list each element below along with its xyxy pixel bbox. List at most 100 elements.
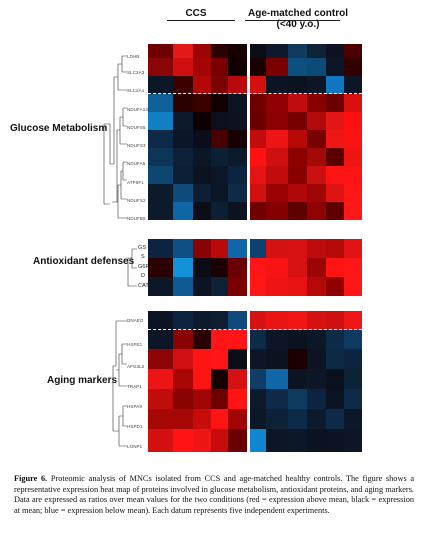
gene-label: GS [138, 245, 147, 251]
heatmap-cell [148, 389, 173, 409]
heatmap-cell [211, 202, 228, 220]
heatmap-cell [266, 202, 288, 220]
heatmap-cell [344, 76, 362, 94]
section-label-glucose: Glucose Metabolism [10, 123, 108, 134]
heatmap-cell [228, 148, 247, 166]
heatmap-cell [250, 130, 266, 148]
gene-label: NDUFS2 [127, 198, 146, 203]
heatmap-cell [250, 76, 266, 94]
heatmap-cell [228, 184, 247, 202]
heatmap-cell [193, 44, 211, 58]
heatmap-cell [288, 184, 307, 202]
heatmap-cell [266, 258, 288, 277]
heatmap-cell [250, 369, 266, 389]
heatmap-cell [266, 58, 288, 76]
heatmap-cell [173, 409, 193, 429]
heatmap-cell [326, 58, 344, 76]
heatmap-cell [307, 76, 326, 94]
heatmap-cell [326, 409, 344, 429]
heatmap-cell [228, 130, 247, 148]
heatmap-cell [266, 112, 288, 130]
heatmap-cell [344, 369, 362, 389]
header-underline-ccs [167, 20, 235, 21]
heatmap-cell [148, 349, 173, 369]
heatmap-cell [211, 258, 228, 277]
heatmap-cell [266, 76, 288, 94]
heatmap-cell [266, 148, 288, 166]
heatmap-cell [288, 148, 307, 166]
heatmap-cell [266, 409, 288, 429]
gene-label: AFG3L2 [127, 364, 145, 369]
heatmap-cell [266, 130, 288, 148]
heatmap-cell [228, 311, 247, 330]
heatmap-cell [211, 76, 228, 94]
heatmap-cell [288, 76, 307, 94]
gene-label: NDUFB6 [127, 216, 146, 221]
figure-caption: Figure 6. Proteomic analysis of MNCs iso… [14, 474, 414, 516]
dendrogram-glucose [103, 55, 127, 219]
heatmap-cell [326, 184, 344, 202]
heatmap-cell [211, 239, 228, 258]
dendrogram-aging [112, 320, 127, 447]
heatmap-cell [148, 258, 173, 277]
heatmap-cell [228, 277, 247, 296]
heatmap-cell [307, 330, 326, 349]
heatmap-cell [288, 389, 307, 409]
heatmap-cell [288, 58, 307, 76]
heatmap-cell [326, 76, 344, 94]
heatmap-cell [288, 349, 307, 369]
heatmap-cell [250, 44, 266, 58]
heatmap-cell [326, 44, 344, 58]
heatmap-cell [193, 429, 211, 452]
heatmap-cell [148, 330, 173, 349]
gene-label: HSPA9 [127, 404, 142, 409]
heatmap-cell [193, 349, 211, 369]
heatmap-cell [326, 148, 344, 166]
heatmap-cell [173, 277, 193, 296]
heatmap-cell [326, 349, 344, 369]
heatmap-cell [344, 94, 362, 112]
heatmap-cell [148, 76, 173, 94]
heatmap-cell [228, 112, 247, 130]
heatmap-cell [288, 202, 307, 220]
gene-label: ATP5F1 [127, 180, 144, 185]
heatmap-cell [344, 311, 362, 330]
group-separator [247, 44, 250, 220]
heatmap-cell [266, 330, 288, 349]
heatmap-cell [173, 184, 193, 202]
heatmap-glucose [148, 44, 362, 220]
heatmap-cell [288, 44, 307, 58]
heatmap-cell [228, 239, 247, 258]
gene-label: NDUFS3 [127, 143, 146, 148]
heatmap-cell [266, 44, 288, 58]
heatmap-cell [148, 184, 173, 202]
heatmap-cell [211, 330, 228, 349]
heatmap-cell [228, 258, 247, 277]
heatmap-cell [344, 258, 362, 277]
heatmap-cell [266, 389, 288, 409]
heatmap-cell [266, 277, 288, 296]
heatmap-cell [193, 166, 211, 184]
heatmap-cell [266, 166, 288, 184]
heatmap-cell [326, 277, 344, 296]
heatmap-cell [148, 130, 173, 148]
heatmap-cell [266, 429, 288, 452]
heatmap-cell [228, 409, 247, 429]
heatmap-cell [288, 130, 307, 148]
heatmap-cell [173, 349, 193, 369]
heatmap-cell [211, 349, 228, 369]
heatmap-cell [148, 429, 173, 452]
gene-label: TRAP1 [127, 384, 143, 389]
heatmap-cell [173, 258, 193, 277]
heatmap-cell [344, 184, 362, 202]
heatmap-cell [211, 277, 228, 296]
heatmap-cell [193, 277, 211, 296]
heatmap-cell [148, 94, 173, 112]
heatmap-cell [326, 311, 344, 330]
heatmap-cell [173, 311, 193, 330]
heatmap-cell [326, 130, 344, 148]
heatmap-cell [228, 166, 247, 184]
heatmap-cell [173, 130, 193, 148]
heatmap-cell [250, 166, 266, 184]
heatmap-cell [266, 369, 288, 389]
